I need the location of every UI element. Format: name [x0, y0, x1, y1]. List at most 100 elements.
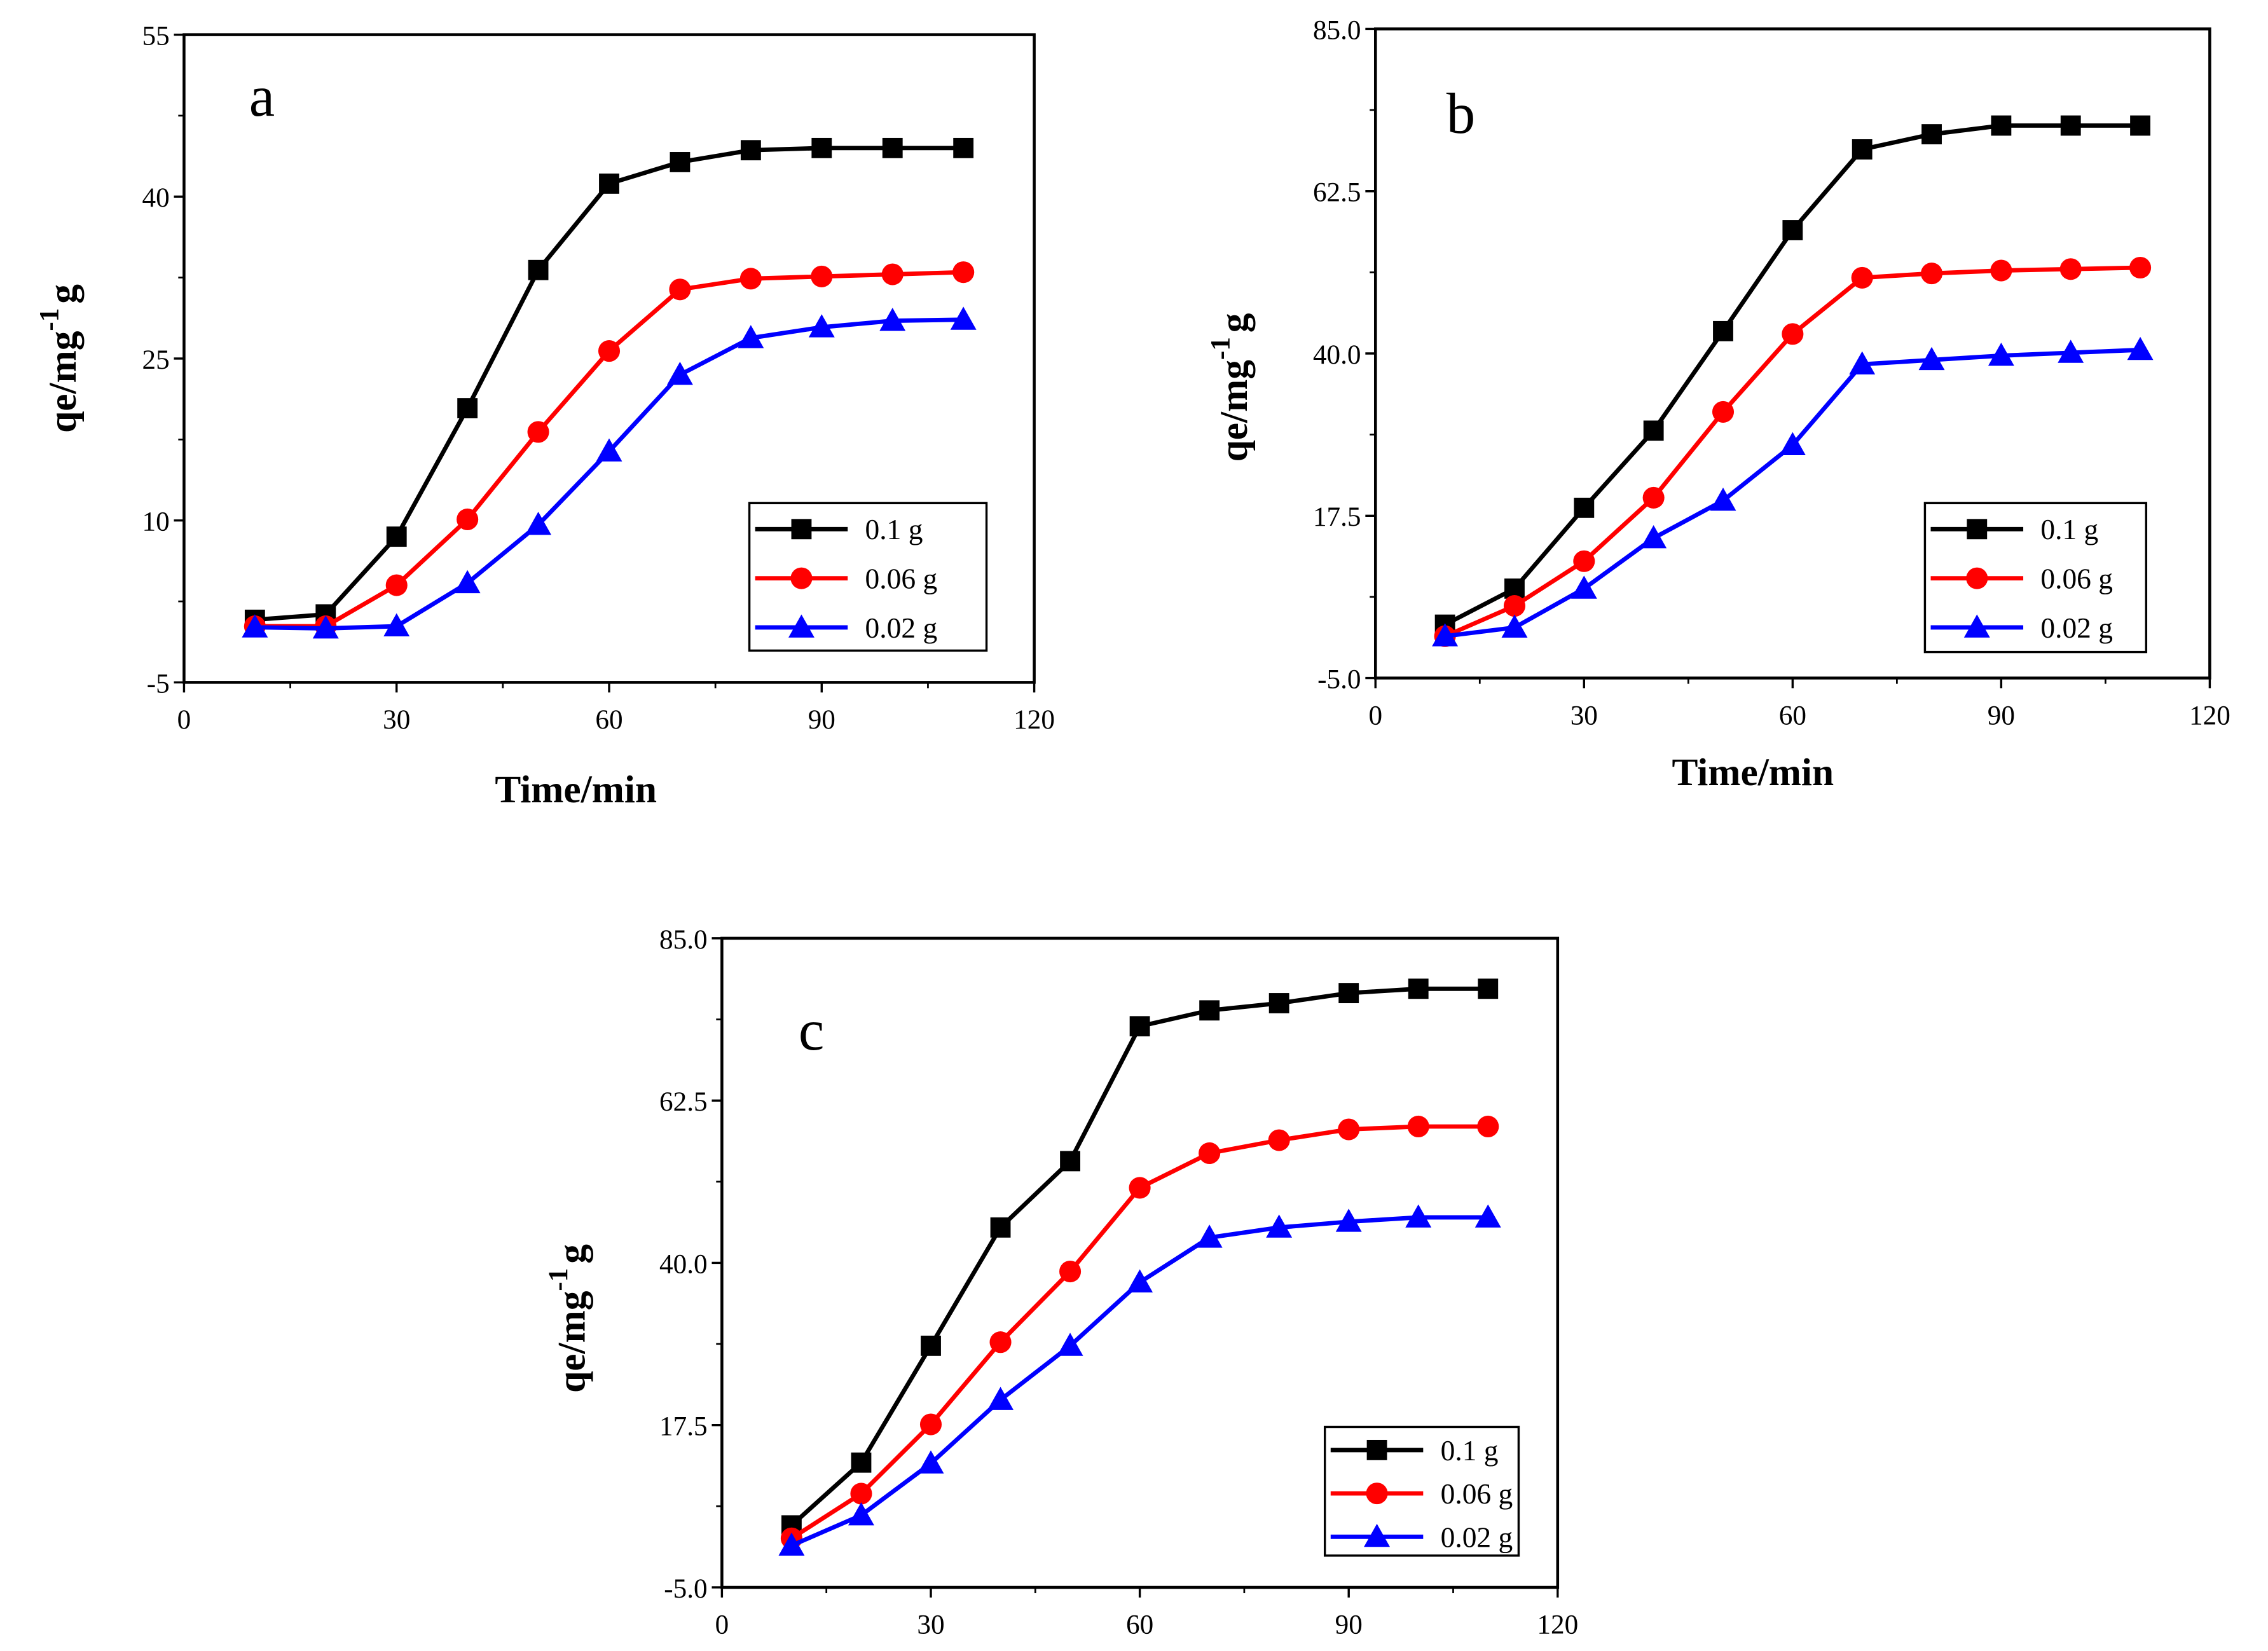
legend-item: 0.06 g [1930, 563, 2113, 595]
legend-marker-circle-icon [1366, 1483, 1388, 1505]
data-point [1852, 139, 1873, 160]
legend-item: 0.06 g [1330, 1477, 1513, 1510]
y-axis-title: qe/mg-1 g [35, 284, 85, 433]
legend-item: 0.06 g [755, 563, 938, 595]
legend: 0.1 g 0.06 g 0.02 g [1323, 1425, 1520, 1557]
data-point [2058, 339, 2084, 363]
data-point [1432, 623, 1459, 647]
data-point [1335, 1209, 1362, 1232]
legend-marker-circle-icon [1966, 567, 1988, 589]
y-tick-label: 40.0 [659, 1249, 708, 1279]
data-point [2060, 115, 2081, 136]
data-point [1266, 1214, 1293, 1238]
legend-item: 0.1 g [755, 513, 923, 545]
legend-label: 0.1 g [2040, 513, 2098, 545]
data-point [242, 614, 268, 638]
series-0-1-g [781, 978, 1499, 1536]
legend-label: 0.06 g [1441, 1477, 1513, 1510]
y-axis-title-base: qe/mg [41, 331, 85, 433]
legend-marker-circle-icon [790, 567, 813, 589]
data-point [953, 137, 974, 158]
x-axis-title: Time/min [1672, 751, 1834, 794]
legend-marker-square-icon [1366, 1439, 1387, 1460]
data-point [525, 511, 552, 535]
data-point [1920, 263, 1943, 285]
y-tick-label: 17.5 [1313, 502, 1361, 532]
legend: 0.1 g 0.06 g 0.02 g [748, 502, 988, 652]
legend-label: 0.1 g [1441, 1434, 1499, 1467]
data-point [527, 421, 549, 443]
data-point [1199, 1000, 1220, 1021]
y-axis-title-base: qe/mg [1213, 360, 1256, 462]
data-point [670, 152, 691, 172]
y-tick-label: -5.0 [664, 1574, 707, 1604]
x-tick-label: 30 [383, 705, 410, 735]
data-point [2127, 336, 2154, 360]
chart-panel-b: 0 30 60 90 120 -5.0 17.5 40.0 62.5 85.0 b qe/mg-1 g T… [1206, 15, 2230, 793]
data-point [1990, 259, 2012, 282]
data-point [1338, 1118, 1360, 1141]
data-point [1713, 320, 1733, 341]
y-axis-title-sup: -1 [35, 308, 65, 331]
y-axis-title-tail: g [550, 1244, 593, 1264]
data-point [1712, 401, 1735, 423]
y-axis-title-base: qe/mg [550, 1291, 593, 1393]
x-tick-label: 30 [1570, 701, 1598, 730]
data-point [850, 1483, 872, 1505]
data-point [2130, 115, 2150, 136]
y-tick-label: 62.5 [1313, 178, 1361, 208]
data-point [1127, 1269, 1153, 1292]
legend-item: 0.1 g [1930, 513, 2098, 545]
y-tick-label: 10 [142, 507, 170, 537]
legend-label: 0.06 g [865, 563, 938, 595]
data-point [950, 306, 977, 330]
data-point [666, 361, 693, 385]
data-point [739, 268, 762, 290]
data-point [1849, 351, 1876, 374]
data-point [778, 1532, 805, 1556]
data-point [1782, 220, 1803, 240]
data-point [1988, 342, 2014, 366]
legend-marker-triangle-icon [1963, 614, 1990, 638]
data-point [921, 1335, 941, 1356]
legend: 0.1 g 0.06 g 0.02 g [1923, 502, 2148, 654]
legend-label: 0.1 g [865, 513, 923, 545]
data-point [740, 140, 761, 161]
x-tick-label: 90 [1335, 1610, 1363, 1640]
y-axis-title: qe/mg-1 g [544, 1244, 593, 1393]
series-0-1-g [1434, 115, 2150, 635]
data-point [1642, 486, 1665, 509]
data-point [1129, 1177, 1151, 1199]
data-point [1268, 993, 1289, 1013]
panel-label: c [799, 998, 824, 1062]
legend-label: 0.06 g [2040, 563, 2113, 595]
data-point [989, 1331, 1012, 1353]
data-point [808, 314, 835, 338]
x-tick-label: 0 [177, 705, 191, 735]
data-point [1710, 487, 1736, 511]
data-point [1851, 266, 1873, 289]
y-tick-label: 25 [142, 345, 170, 375]
data-point [2129, 256, 2152, 279]
data-point [1782, 323, 1804, 345]
data-point [312, 615, 339, 639]
data-point [669, 278, 691, 301]
panel-label: a [249, 64, 275, 128]
legend-item: 0.02 g [1330, 1521, 1513, 1553]
y-axis-title-sup: -1 [544, 1268, 574, 1291]
y-tick-label: -5.0 [1317, 664, 1361, 694]
series-0-06-g [1434, 256, 2152, 647]
data-point [987, 1387, 1014, 1410]
panel-label: b [1447, 81, 1475, 146]
data-point [457, 398, 478, 418]
data-point [1570, 575, 1597, 599]
y-tick-label: 85.0 [659, 925, 708, 955]
y-axis-title-tail: g [1213, 313, 1256, 332]
data-point [1573, 550, 1595, 572]
data-point [1478, 978, 1499, 999]
data-point [848, 1502, 874, 1526]
data-point [1405, 1204, 1432, 1228]
data-point [918, 1450, 944, 1474]
data-point [1503, 595, 1526, 617]
